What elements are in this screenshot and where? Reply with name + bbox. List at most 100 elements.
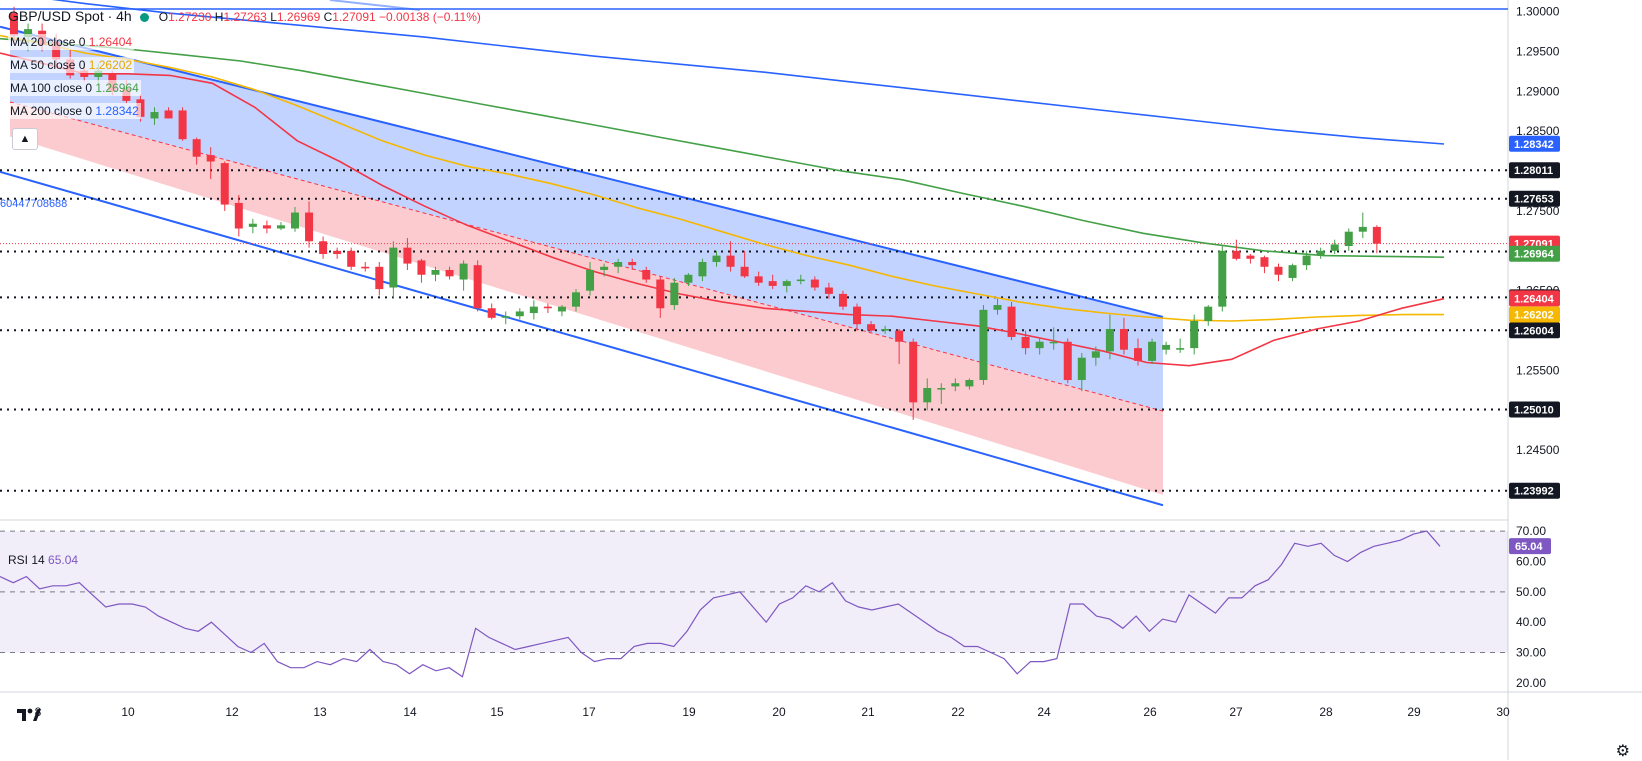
price-badge <box>1509 245 1560 262</box>
time-tick-label: 14 <box>403 705 417 719</box>
rsi-tick-label: 60.00 <box>1516 554 1546 568</box>
time-tick-label: 24 <box>1037 705 1051 719</box>
rsi-tick-label: 40.00 <box>1516 615 1546 629</box>
candle-body <box>417 260 426 275</box>
candle-body <box>824 287 833 294</box>
price-badge <box>1509 135 1560 152</box>
candle-body <box>726 255 735 267</box>
tradingview-logo <box>17 708 41 721</box>
candle-body <box>782 281 791 286</box>
price-tick-label: 1.24500 <box>1516 443 1560 457</box>
price-badge-label: 1.28342 <box>1514 139 1554 151</box>
rsi-legend-value: 65.04 <box>48 553 79 567</box>
time-tick-label: 19 <box>682 705 696 719</box>
price-badge <box>1509 162 1560 179</box>
candle-body <box>993 305 1002 310</box>
candle-body <box>375 266 384 290</box>
candle-body <box>431 269 440 275</box>
candle-body <box>1372 226 1381 244</box>
rsi-legend[interactable]: RSI 14 65.04 <box>8 553 79 567</box>
candle-body <box>698 261 707 277</box>
price-badge-label: 1.26202 <box>1514 309 1554 321</box>
open-value: 1.27230 <box>168 10 212 24</box>
candle-body <box>1007 306 1016 337</box>
candle-body <box>389 247 398 288</box>
time-tick-label: 22 <box>951 705 965 719</box>
candle-body <box>684 274 693 283</box>
candle-body <box>192 139 201 157</box>
candle-body <box>459 263 468 280</box>
ma20-legend[interactable]: MA 20 close 0 1.26404 <box>8 34 135 50</box>
candle-body <box>1288 265 1297 278</box>
ma50-line <box>0 34 1444 322</box>
channel-label: 60447708688 <box>0 198 67 210</box>
ma20-line <box>0 52 1445 367</box>
candle-body <box>445 269 454 277</box>
price-tick-label: 1.29500 <box>1516 44 1560 58</box>
price-tick-label: 1.30000 <box>1516 5 1560 19</box>
ma200-value: 1.28342 <box>95 104 139 118</box>
time-tick-label: 27 <box>1229 705 1243 719</box>
candle-body <box>600 266 609 270</box>
candle-body <box>1316 250 1325 256</box>
chart-header: GBP/USD Spot · 4h O1.27230 H1.27263 L1.26… <box>8 8 481 24</box>
channel-upper-line <box>0 25 1164 318</box>
ma100-legend[interactable]: MA 100 close 0 1.26964 <box>8 80 141 96</box>
candle-body <box>94 70 103 77</box>
low-value: 1.26969 <box>276 10 321 24</box>
price-badge-label: 1.27653 <box>1514 194 1554 206</box>
price-badge <box>1509 306 1560 323</box>
rsi-tick-label: 30.00 <box>1516 646 1546 660</box>
time-tick-label: 28 <box>1319 705 1333 719</box>
candle-body <box>276 225 285 229</box>
rsi-tick-label: 70.00 <box>1516 524 1546 538</box>
candle-body <box>1274 266 1283 275</box>
ma200-legend[interactable]: MA 200 close 0 1.28342 <box>8 103 141 119</box>
candle-body <box>1218 250 1227 307</box>
candle-body <box>796 279 805 282</box>
candle-body <box>768 281 777 286</box>
rsi-badge-label: 65.04 <box>1515 541 1543 553</box>
candle-body <box>1190 321 1199 349</box>
candle-body <box>1330 244 1339 251</box>
gear-icon[interactable]: ⚙ <box>1615 743 1630 760</box>
candle-body <box>754 276 763 283</box>
candle-body <box>206 155 215 162</box>
symbol-title[interactable]: GBP/USD Spot · 4h <box>8 8 132 24</box>
price-badge-label: 1.28011 <box>1514 165 1553 177</box>
price-badge-label: 1.26004 <box>1514 325 1555 337</box>
candle-body <box>965 380 974 387</box>
candle-body <box>572 292 580 307</box>
ma50-legend[interactable]: MA 50 close 0 1.26202 <box>8 57 135 73</box>
channel-midline <box>9 101 1164 412</box>
candle-body <box>1344 231 1353 247</box>
rsi-line <box>0 530 1441 678</box>
candle-body <box>909 341 918 403</box>
price-tick-label: 1.29000 <box>1516 84 1560 98</box>
candle-body <box>10 13 18 36</box>
market-status-icon <box>139 12 149 22</box>
ma100-line <box>0 37 1445 258</box>
candle-body <box>1021 336 1030 349</box>
collapse-legend-button[interactable]: ▲ <box>12 128 38 150</box>
candle-body <box>586 269 595 291</box>
high-value: 1.27263 <box>223 10 267 24</box>
candle-body <box>1119 328 1128 350</box>
candle-body <box>234 202 243 229</box>
time-tick-label: 29 <box>1407 705 1421 719</box>
ma50-value: 1.26202 <box>88 58 133 72</box>
candle-body <box>740 266 749 277</box>
time-tick-label: 17 <box>582 705 596 719</box>
candle-body <box>853 306 861 325</box>
price-tick-label: 1.25500 <box>1516 363 1560 377</box>
chevron-up-icon: ▲ <box>19 133 31 145</box>
candle-body <box>656 279 665 309</box>
candle-body <box>881 328 890 331</box>
price-tick-label: 1.28500 <box>1516 124 1560 138</box>
candle-body <box>262 225 271 229</box>
candle-body <box>979 309 988 381</box>
candle-body <box>923 388 932 403</box>
candle-body <box>220 163 229 205</box>
price-badge <box>1509 401 1560 418</box>
